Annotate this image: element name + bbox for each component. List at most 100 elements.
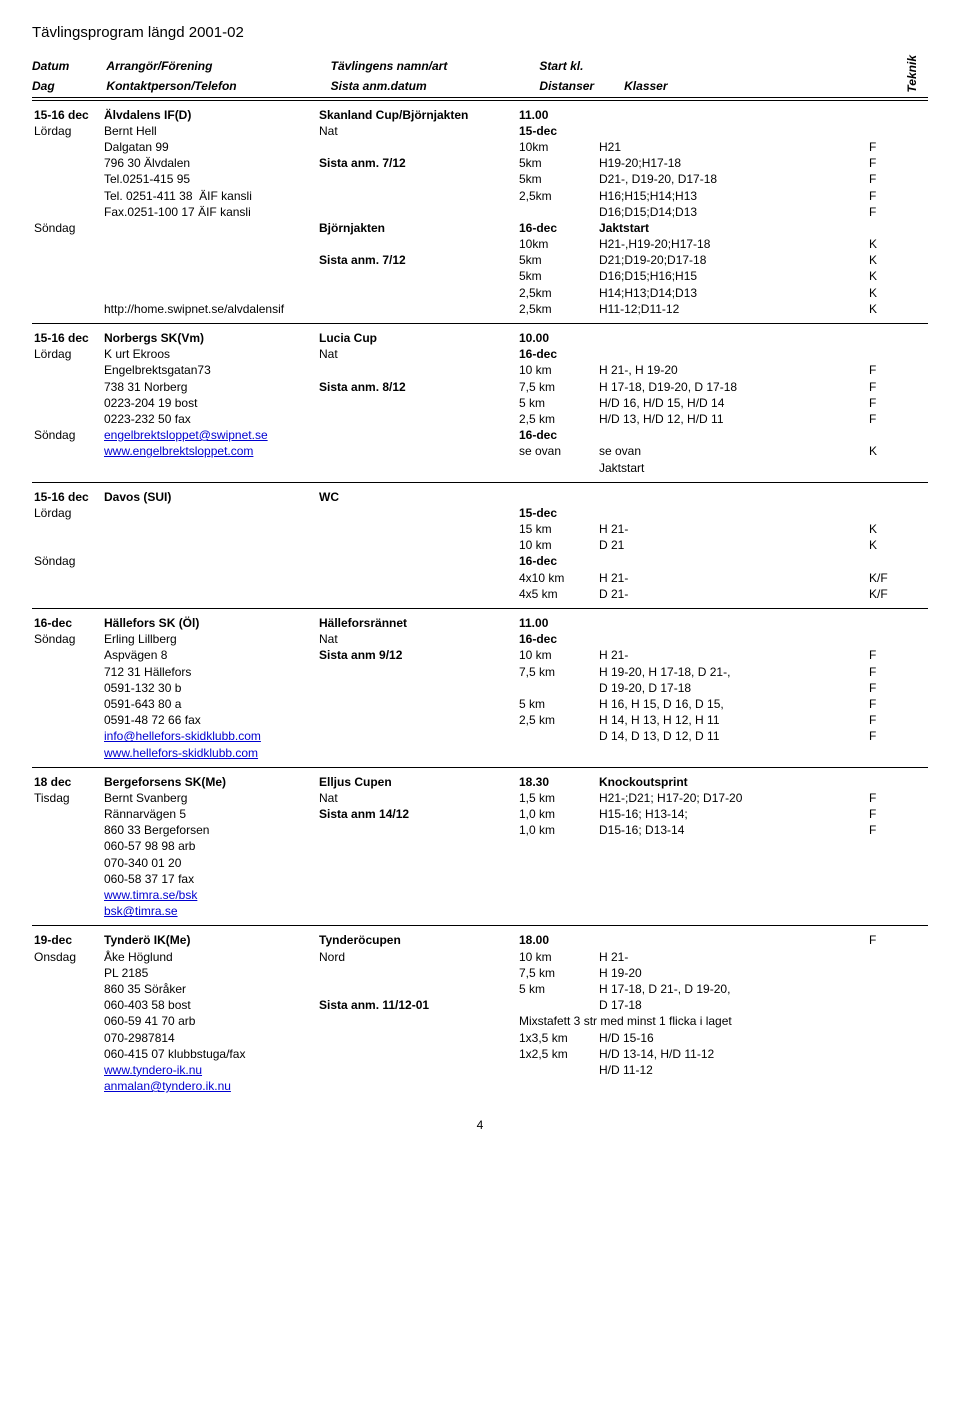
cell: [597, 489, 867, 505]
cell: [102, 553, 317, 569]
cell: [32, 171, 102, 187]
hdr-teknik: Teknik: [905, 55, 919, 93]
event-block: 15-16 decNorbergs SK(Vm)Lucia Cup10.00Lö…: [32, 330, 928, 476]
cell: [867, 903, 887, 919]
cell: [32, 460, 102, 476]
cell: D16;D15;D14;D13: [597, 204, 867, 220]
cell: 7,5 km: [517, 379, 597, 395]
cell: [317, 887, 517, 903]
cell: 15-16 dec: [32, 489, 102, 505]
cell: 10 km: [517, 362, 597, 378]
cell: [317, 171, 517, 187]
event-separator: [32, 482, 928, 483]
cell: 2,5km: [517, 285, 597, 301]
cell: F: [867, 712, 887, 728]
cell: Tynderö IK(Me): [102, 932, 317, 948]
cell: 060-59 41 70 arb: [102, 1013, 317, 1029]
cell: 060-403 58 bost: [102, 997, 317, 1013]
cell: 2,5km: [517, 188, 597, 204]
cell: [317, 838, 517, 854]
cell: 738 31 Norberg: [102, 379, 317, 395]
cell: Elljus Cupen: [317, 774, 517, 790]
cell: [32, 855, 102, 871]
cell: [597, 123, 867, 139]
cell: [597, 855, 867, 871]
cell: Hällefors SK (Öl): [102, 615, 317, 631]
cell: 796 30 Älvdalen: [102, 155, 317, 171]
cell: 16-dec: [517, 427, 597, 443]
cell: D 14, D 13, D 12, D 11: [597, 728, 867, 744]
cell: 5 km: [517, 395, 597, 411]
cell: 2,5 km: [517, 712, 597, 728]
hdr-datum: Datum: [32, 55, 106, 75]
cell: K: [867, 443, 887, 459]
cell: 16-dec: [517, 631, 597, 647]
link-cell[interactable]: anmalan@tyndero.ik.nu: [102, 1078, 317, 1094]
cell: [32, 965, 102, 981]
cell: [32, 822, 102, 838]
cell: [102, 236, 317, 252]
cell: H11-12;D11-12: [597, 301, 867, 317]
cell: [32, 1030, 102, 1046]
cell: 10 km: [517, 949, 597, 965]
link-cell[interactable]: www.timra.se/bsk: [102, 887, 317, 903]
event-separator: [32, 323, 928, 324]
cell: [317, 965, 517, 981]
cell: [597, 505, 867, 521]
cell: 5 km: [517, 981, 597, 997]
cell: F: [867, 139, 887, 155]
cell: K: [867, 521, 887, 537]
cell: [32, 411, 102, 427]
cell: H 21-: [597, 521, 867, 537]
link-cell[interactable]: info@hellefors-skidklubb.com: [102, 728, 317, 744]
cell: F: [867, 806, 887, 822]
link-cell[interactable]: bsk@timra.se: [102, 903, 317, 919]
cell: K: [867, 301, 887, 317]
cell: 10km: [517, 236, 597, 252]
link-cell[interactable]: www.engelbrektsloppet.com: [102, 443, 317, 459]
cell: F: [867, 664, 887, 680]
cell: [597, 1078, 867, 1094]
cell: [32, 696, 102, 712]
cell: [597, 346, 867, 362]
cell: H 19-20, H 17-18, D 21-,: [597, 664, 867, 680]
cell: K: [867, 537, 887, 553]
cell: [317, 745, 517, 761]
cell: D 19-20, D 17-18: [597, 680, 867, 696]
cell: [517, 680, 597, 696]
cell: [867, 346, 887, 362]
cell: [32, 981, 102, 997]
cell: [317, 443, 517, 459]
cell: [32, 647, 102, 663]
cell: [102, 220, 317, 236]
cell: 19-dec: [32, 932, 102, 948]
cell: Lördag: [32, 346, 102, 362]
link-cell[interactable]: engelbrektsloppet@swipnet.se: [102, 427, 317, 443]
event-separator: [32, 925, 928, 926]
events-container: 15-16 decÄlvdalens IF(D)Skanland Cup/Bjö…: [32, 107, 928, 1095]
event-block: 16-decHällefors SK (Öl)Hälleforsrännet11…: [32, 615, 928, 761]
cell: [102, 268, 317, 284]
cell: [597, 838, 867, 854]
cell: [102, 521, 317, 537]
event-separator: [32, 767, 928, 768]
cell: Nat: [317, 123, 517, 139]
cell: [317, 460, 517, 476]
link-cell[interactable]: www.tyndero-ik.nu: [102, 1062, 317, 1078]
cell: Sista anm. 7/12: [317, 155, 517, 171]
cell: http://home.swipnet.se/alvdalensif: [102, 301, 317, 317]
link-cell[interactable]: www.hellefors-skidklubb.com: [102, 745, 317, 761]
cell: [32, 838, 102, 854]
cell: [32, 997, 102, 1013]
cell: WC: [317, 489, 517, 505]
cell: [102, 505, 317, 521]
cell: [597, 932, 867, 948]
cell: H/D 16, H/D 15, H/D 14: [597, 395, 867, 411]
cell: Aspvägen 8: [102, 647, 317, 663]
cell: [317, 1046, 517, 1062]
cell: 10 km: [517, 647, 597, 663]
cell: Bernt Hell: [102, 123, 317, 139]
cell: [867, 615, 887, 631]
cell: 10km: [517, 139, 597, 155]
page-number: 4: [32, 1118, 928, 1132]
